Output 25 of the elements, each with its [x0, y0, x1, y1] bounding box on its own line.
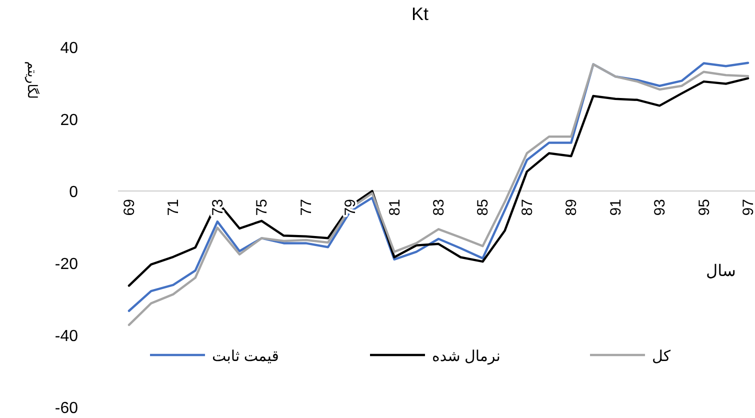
x-tick-label: 95 — [696, 199, 713, 216]
x-tick-label: 71 — [165, 199, 182, 216]
y-axis-title: لگاریتم — [24, 61, 40, 99]
x-tick-label: 91 — [607, 199, 624, 216]
legend-label: کل — [652, 348, 672, 365]
x-tick-label: 97 — [740, 199, 755, 216]
y-tick-label: 20 — [60, 112, 78, 129]
y-tick-label: -40 — [54, 328, 78, 345]
legend-label: نرمال شده — [432, 348, 500, 365]
x-axis-title: سال — [706, 263, 736, 280]
x-tick-label: 75 — [254, 199, 271, 216]
x-tick-label: 93 — [652, 199, 669, 216]
x-tick-label: 87 — [518, 199, 536, 216]
y-tick-label: -60 — [54, 400, 78, 417]
x-tick-label: 69 — [121, 199, 138, 216]
y-tick-label: 0 — [69, 184, 78, 201]
x-tick-label: 81 — [386, 199, 404, 216]
x-tick-label: 89 — [563, 199, 580, 216]
y-tick-label: 40 — [60, 40, 78, 57]
x-tick-label: 85 — [474, 199, 492, 216]
x-tick-label: 77 — [298, 199, 315, 216]
legend-label: قیمت ثابت — [212, 348, 279, 365]
chart-title: Kt — [411, 4, 429, 24]
x-tick-label: 83 — [430, 199, 448, 216]
y-tick-label: -20 — [54, 256, 78, 273]
